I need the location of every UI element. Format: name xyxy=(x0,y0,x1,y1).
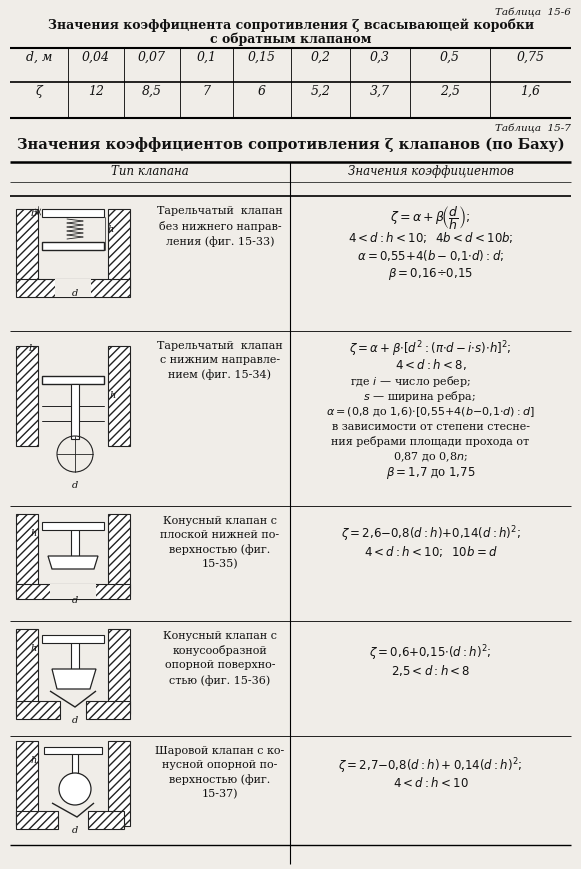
Text: Значения коэффициентов сопротивления ζ клапанов (по Баху): Значения коэффициентов сопротивления ζ к… xyxy=(17,137,565,152)
Bar xyxy=(86,701,130,719)
Bar xyxy=(42,376,104,384)
Text: d: d xyxy=(72,289,78,298)
Bar xyxy=(16,811,58,829)
Text: $\zeta = 0{,}6{+}0{,}15{\cdot}(d{:}h)^2;$: $\zeta = 0{,}6{+}0{,}15{\cdot}(d{:}h)^2;… xyxy=(370,643,492,662)
Text: $\zeta = 2{,}7{-}0{,}8(d{:}h) + 0{,}14(d : h)^2;$: $\zeta = 2{,}7{-}0{,}8(d{:}h) + 0{,}14(d… xyxy=(338,756,522,776)
Circle shape xyxy=(59,773,91,805)
Text: $4{<}d{:}h{<}10;\;\;4b{<}d{<}10b;$: $4{<}d{:}h{<}10;\;\;4b{<}d{<}10b;$ xyxy=(347,230,513,245)
Text: $4{<}d{:}h{<}10;\;\;10b = d$: $4{<}d{:}h{<}10;\;\;10b = d$ xyxy=(364,544,497,559)
Text: d: d xyxy=(72,596,78,605)
Text: Тарельчатый  клапан
без нижнего направ-
ления (фиг. 15-33): Тарельчатый клапан без нижнего направ- л… xyxy=(157,206,283,247)
Text: d, м: d, м xyxy=(26,51,52,64)
Text: ζ: ζ xyxy=(35,85,42,98)
Text: 1,6: 1,6 xyxy=(521,85,540,98)
Text: Шаровой клапан с ко-
нусной опорной по-
верхностью (фиг.
15-37): Шаровой клапан с ко- нусной опорной по- … xyxy=(155,746,285,799)
Text: $\zeta = 2{,}6{-}0{,}8(d{:}h){+}0{,}14(d{:}h)^2;$: $\zeta = 2{,}6{-}0{,}8(d{:}h){+}0{,}14(d… xyxy=(340,524,521,544)
Text: 0,04: 0,04 xyxy=(82,51,110,64)
Bar xyxy=(71,384,79,439)
Text: Значения коэффицнента сопротивления ζ всасывающей коробки: Значения коэффицнента сопротивления ζ вс… xyxy=(48,19,534,32)
Bar xyxy=(16,629,38,714)
Text: $4{<}d : h{<}10$: $4{<}d : h{<}10$ xyxy=(393,776,468,790)
Bar xyxy=(42,635,104,643)
Text: b: b xyxy=(31,209,37,218)
Text: 0,15: 0,15 xyxy=(248,51,276,64)
Text: d: d xyxy=(72,826,78,835)
Bar xyxy=(55,279,91,297)
Text: h: h xyxy=(31,756,37,765)
Text: $4{<}d{:}h{<}8,$: $4{<}d{:}h{<}8,$ xyxy=(394,357,467,372)
Text: Таблица  15-6: Таблица 15-6 xyxy=(495,8,571,17)
Text: 6: 6 xyxy=(258,85,266,98)
Bar xyxy=(71,637,79,669)
Text: h: h xyxy=(108,225,114,235)
Bar xyxy=(16,584,130,599)
Text: 2,5: 2,5 xyxy=(440,85,460,98)
Bar xyxy=(44,747,102,754)
Text: $\beta = 0{,}16{\div}0{,}15$: $\beta = 0{,}16{\div}0{,}15$ xyxy=(388,266,473,282)
Bar xyxy=(16,514,38,594)
Text: 0,3: 0,3 xyxy=(370,51,390,64)
Text: d: d xyxy=(72,481,78,490)
Text: $s$ — ширина ребра;: $s$ — ширина ребра; xyxy=(356,389,475,404)
Bar xyxy=(42,242,104,250)
Text: h: h xyxy=(31,644,37,653)
Text: $\alpha{=}(0{,}8$ до $1{,}6){\cdot}[0{,}55{+}4(b{-}0{,}1{\cdot}d){:}d]$: $\alpha{=}(0{,}8$ до $1{,}6){\cdot}[0{,}… xyxy=(326,405,535,419)
Text: 8,5: 8,5 xyxy=(142,85,162,98)
Text: 0,5: 0,5 xyxy=(440,51,460,64)
Bar xyxy=(71,524,79,556)
Text: 3,7: 3,7 xyxy=(370,85,390,98)
Text: в зависимости от степени стесне-: в зависимости от степени стесне- xyxy=(332,422,529,432)
Text: ния ребрами площади прохода от: ния ребрами площади прохода от xyxy=(331,436,529,447)
Text: 0,1: 0,1 xyxy=(196,51,217,64)
Text: с обратным клапаном: с обратным клапаном xyxy=(210,33,372,47)
Text: где $i$ — число ребер;: где $i$ — число ребер; xyxy=(350,374,471,389)
Text: h: h xyxy=(31,529,37,538)
Text: 5,2: 5,2 xyxy=(310,85,331,98)
Bar xyxy=(50,584,96,599)
Bar xyxy=(42,209,104,217)
Bar xyxy=(16,346,38,446)
Bar xyxy=(42,522,104,530)
Polygon shape xyxy=(52,669,96,689)
Bar xyxy=(16,209,38,289)
Bar xyxy=(16,701,60,719)
Text: $2{,}5{<}d{:}h{<}8$: $2{,}5{<}d{:}h{<}8$ xyxy=(390,663,470,678)
Text: 7: 7 xyxy=(203,85,210,98)
Bar xyxy=(108,346,130,446)
Text: 0,07: 0,07 xyxy=(138,51,166,64)
Text: Тарельчатый  клапан
с нижним направле-
нием (фиг. 15-34): Тарельчатый клапан с нижним направле- ни… xyxy=(157,341,283,380)
Text: Таблица  15-7: Таблица 15-7 xyxy=(495,124,571,133)
Bar xyxy=(88,811,124,829)
Text: Конусный клапан с
конусообразной
опорной поверхно-
стью (фиг. 15-36): Конусный клапан с конусообразной опорной… xyxy=(163,631,277,686)
Text: Значения коэффициентов: Значения коэффициентов xyxy=(347,165,514,178)
Text: 0,75: 0,75 xyxy=(517,51,544,64)
Polygon shape xyxy=(48,556,98,569)
Bar xyxy=(108,209,130,289)
Text: Конусный клапан с
плоской нижней по-
верхностью (фиг.
15-35): Конусный клапан с плоской нижней по- вер… xyxy=(160,516,279,570)
Text: 0,87 до 0,8$n$;: 0,87 до 0,8$n$; xyxy=(393,450,468,463)
Text: 12: 12 xyxy=(88,85,104,98)
Bar xyxy=(16,279,130,297)
Text: h: h xyxy=(110,392,116,401)
Text: $\zeta = \alpha + \beta{\cdot}[d^2{:}(\pi{\cdot}d-i{\cdot}s){\cdot}h]^2;$: $\zeta = \alpha + \beta{\cdot}[d^2{:}(\p… xyxy=(349,339,512,359)
Bar xyxy=(108,741,130,826)
Text: b: b xyxy=(29,344,35,353)
Text: $\beta = 1{,}7$ до $1{,}75$: $\beta = 1{,}7$ до $1{,}75$ xyxy=(386,465,475,481)
Bar xyxy=(108,514,130,594)
Text: 0,2: 0,2 xyxy=(310,51,331,64)
Bar xyxy=(72,749,78,773)
Text: Тип клапана: Тип клапана xyxy=(111,165,189,178)
Text: $\zeta = \alpha + \beta\!\left(\dfrac{d}{h}\right);$: $\zeta = \alpha + \beta\!\left(\dfrac{d}… xyxy=(390,204,471,232)
Bar xyxy=(108,629,130,714)
Text: d: d xyxy=(72,716,78,725)
Text: $\alpha = 0{,}55{+}4(b-0{,}1{\cdot}d){:}d;$: $\alpha = 0{,}55{+}4(b-0{,}1{\cdot}d){:}… xyxy=(357,248,504,263)
Bar xyxy=(16,741,38,826)
